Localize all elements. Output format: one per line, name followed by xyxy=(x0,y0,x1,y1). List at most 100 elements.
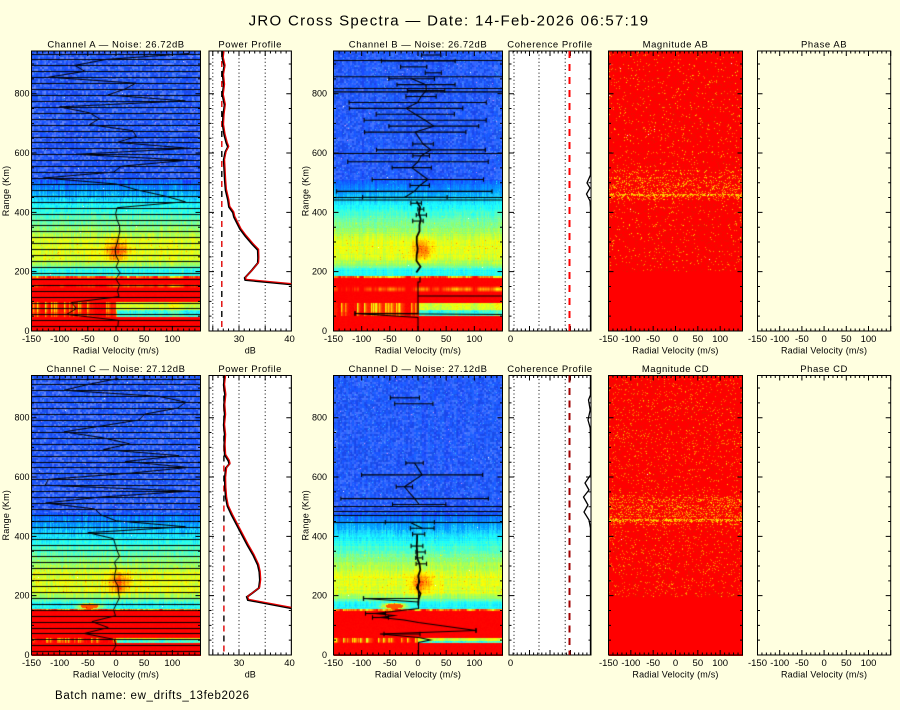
svg-text:dB: dB xyxy=(245,670,256,680)
svg-text:Magnitude AB: Magnitude AB xyxy=(643,40,709,51)
svg-text:200: 200 xyxy=(312,267,327,277)
svg-text:0: 0 xyxy=(415,334,420,345)
svg-text:50: 50 xyxy=(139,334,150,345)
svg-text:0: 0 xyxy=(673,658,678,669)
svg-text:-50: -50 xyxy=(81,658,95,669)
svg-text:Radial Velocity (m/s): Radial Velocity (m/s) xyxy=(632,346,718,356)
svg-text:50: 50 xyxy=(693,334,704,345)
svg-text:-100: -100 xyxy=(50,334,69,345)
svg-text:-100: -100 xyxy=(621,658,640,669)
svg-text:0: 0 xyxy=(113,334,118,345)
svg-text:-50: -50 xyxy=(646,658,660,669)
svg-text:50: 50 xyxy=(841,334,852,345)
svg-text:-150: -150 xyxy=(748,658,767,669)
svg-text:0: 0 xyxy=(113,658,118,669)
svg-text:800: 800 xyxy=(312,413,327,423)
svg-text:Magnitude CD: Magnitude CD xyxy=(642,364,709,375)
svg-text:0: 0 xyxy=(415,658,420,669)
svg-text:0: 0 xyxy=(322,650,327,660)
svg-text:800: 800 xyxy=(14,89,29,99)
svg-text:-100: -100 xyxy=(50,658,69,669)
svg-text:-100: -100 xyxy=(621,334,640,345)
svg-text:dB: dB xyxy=(245,346,256,356)
svg-text:100: 100 xyxy=(164,334,180,345)
svg-text:-50: -50 xyxy=(383,658,397,669)
svg-text:-100: -100 xyxy=(352,334,371,345)
svg-text:-150: -150 xyxy=(748,334,767,345)
svg-text:40: 40 xyxy=(284,334,295,345)
svg-text:-50: -50 xyxy=(795,658,809,669)
svg-text:Phase AB: Phase AB xyxy=(801,40,847,51)
svg-text:Range (Km): Range (Km) xyxy=(301,490,311,541)
svg-text:100: 100 xyxy=(861,658,877,669)
svg-text:100: 100 xyxy=(466,334,482,345)
svg-text:30: 30 xyxy=(234,334,245,345)
svg-text:400: 400 xyxy=(312,531,327,541)
svg-text:400: 400 xyxy=(312,207,327,217)
svg-text:800: 800 xyxy=(312,89,327,99)
svg-text:0: 0 xyxy=(673,334,678,345)
svg-text:0: 0 xyxy=(508,658,513,669)
svg-text:200: 200 xyxy=(14,267,29,277)
svg-text:0: 0 xyxy=(821,658,826,669)
svg-text:Radial Velocity (m/s): Radial Velocity (m/s) xyxy=(781,670,867,680)
svg-text:-150: -150 xyxy=(324,334,343,345)
svg-text:50: 50 xyxy=(693,658,704,669)
svg-text:600: 600 xyxy=(312,148,327,158)
svg-text:-150: -150 xyxy=(599,334,618,345)
svg-text:Coherence Profile: Coherence Profile xyxy=(507,40,592,51)
svg-text:200: 200 xyxy=(312,591,327,601)
svg-text:600: 600 xyxy=(14,148,29,158)
svg-text:100: 100 xyxy=(712,334,728,345)
svg-text:400: 400 xyxy=(14,207,29,217)
svg-text:-100: -100 xyxy=(352,658,371,669)
svg-text:100: 100 xyxy=(861,334,877,345)
svg-text:50: 50 xyxy=(841,658,852,669)
svg-text:50: 50 xyxy=(139,658,150,669)
svg-text:JRO Cross Spectra — Date: 14-F: JRO Cross Spectra — Date: 14-Feb-2026 06… xyxy=(249,13,650,30)
svg-text:Radial Velocity (m/s): Radial Velocity (m/s) xyxy=(375,670,461,680)
svg-text:200: 200 xyxy=(14,591,29,601)
svg-text:Range (Km): Range (Km) xyxy=(1,490,11,541)
svg-text:Power Profile: Power Profile xyxy=(218,40,282,51)
svg-text:-50: -50 xyxy=(81,334,95,345)
svg-text:800: 800 xyxy=(14,413,29,423)
svg-text:-50: -50 xyxy=(383,334,397,345)
svg-text:-150: -150 xyxy=(599,658,618,669)
svg-text:Radial Velocity (m/s): Radial Velocity (m/s) xyxy=(375,346,461,356)
svg-text:400: 400 xyxy=(14,531,29,541)
svg-text:-50: -50 xyxy=(795,334,809,345)
svg-text:-150: -150 xyxy=(22,334,41,345)
svg-text:-50: -50 xyxy=(646,334,660,345)
svg-text:Channel C — Noise: 27.12dB: Channel C — Noise: 27.12dB xyxy=(47,364,186,375)
svg-text:Radial Velocity (m/s): Radial Velocity (m/s) xyxy=(632,670,718,680)
svg-text:600: 600 xyxy=(14,472,29,482)
svg-text:Channel A — Noise: 26.72dB: Channel A — Noise: 26.72dB xyxy=(47,40,184,51)
svg-text:Power Profile: Power Profile xyxy=(218,364,282,375)
svg-text:Channel D — Noise: 27.12dB: Channel D — Noise: 27.12dB xyxy=(349,364,488,375)
svg-text:0: 0 xyxy=(322,326,327,336)
svg-text:50: 50 xyxy=(441,658,452,669)
svg-text:-100: -100 xyxy=(770,658,789,669)
svg-text:0: 0 xyxy=(508,334,513,345)
svg-text:Coherence Profile: Coherence Profile xyxy=(507,364,592,375)
svg-text:-150: -150 xyxy=(22,658,41,669)
svg-text:0: 0 xyxy=(24,650,29,660)
svg-text:Radial Velocity (m/s): Radial Velocity (m/s) xyxy=(73,346,159,356)
svg-text:Radial Velocity (m/s): Radial Velocity (m/s) xyxy=(781,346,867,356)
svg-text:Phase CD: Phase CD xyxy=(800,364,848,375)
svg-text:100: 100 xyxy=(466,658,482,669)
svg-text:600: 600 xyxy=(312,472,327,482)
svg-text:50: 50 xyxy=(441,334,452,345)
svg-text:Channel B — Noise: 26.72dB: Channel B — Noise: 26.72dB xyxy=(349,40,487,51)
svg-text:30: 30 xyxy=(234,658,245,669)
svg-text:40: 40 xyxy=(284,658,295,669)
svg-text:0: 0 xyxy=(24,326,29,336)
svg-text:Range (Km): Range (Km) xyxy=(1,166,11,217)
svg-text:100: 100 xyxy=(164,658,180,669)
svg-text:Radial Velocity (m/s): Radial Velocity (m/s) xyxy=(73,670,159,680)
svg-text:0: 0 xyxy=(821,334,826,345)
svg-text:-100: -100 xyxy=(770,334,789,345)
svg-text:Range (Km): Range (Km) xyxy=(301,166,311,217)
svg-text:Batch name: ew_drifts_13feb202: Batch name: ew_drifts_13feb2026 xyxy=(55,690,250,702)
